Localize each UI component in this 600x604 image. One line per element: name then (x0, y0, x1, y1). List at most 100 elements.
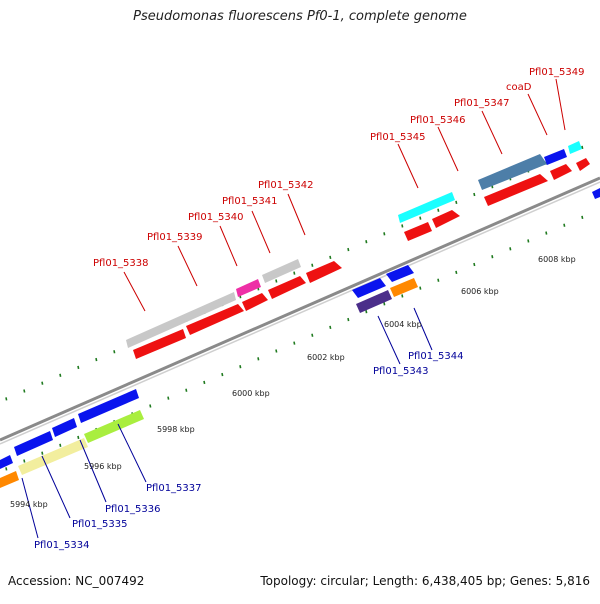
tick-mark (41, 451, 44, 455)
tick-mark (77, 435, 80, 440)
gene-block[interactable] (78, 389, 139, 423)
tick-mark (275, 279, 278, 283)
tick-mark (77, 365, 80, 370)
scale-label: 5998 kbp (157, 425, 195, 434)
backbone-shadow (0, 181, 600, 445)
gene-block[interactable] (544, 149, 567, 165)
reverse-gene-labels: Pfl01_5334 Pfl01_5335 Pfl01_5336 Pfl01_5… (34, 351, 464, 551)
scale-label: 6000 kbp (232, 389, 270, 398)
gene-label-pfl01-5338[interactable]: Pfl01_5338 (93, 258, 149, 269)
gene-block[interactable] (236, 279, 261, 297)
gene-block[interactable] (576, 158, 590, 171)
gene-label-pfl01-5335[interactable]: Pfl01_5335 (72, 519, 128, 530)
tick-mark (293, 341, 296, 345)
gene-block[interactable] (386, 265, 414, 282)
tick-mark (581, 145, 584, 150)
gene-label-coad[interactable]: coaD (506, 82, 532, 93)
tick-mark (257, 357, 260, 361)
scale-label: 6004 kbp (384, 320, 422, 329)
tick-mark (23, 389, 26, 393)
label-connectors (21, 78, 566, 539)
tick-mark (419, 286, 422, 290)
scale-label: 6008 kbp (538, 255, 576, 264)
gene-block[interactable] (242, 293, 268, 311)
gene-label-pfl01-5347[interactable]: Pfl01_5347 (454, 98, 510, 109)
forward-gene-labels: Pfl01_5338 Pfl01_5339 Pfl01_5340 Pfl01_5… (93, 67, 585, 269)
gene-block[interactable] (14, 431, 53, 456)
tick-mark (401, 294, 404, 298)
tick-mark (311, 333, 314, 337)
backbone-line (0, 176, 600, 442)
gene-block[interactable] (478, 154, 547, 190)
gene-block[interactable] (126, 292, 236, 348)
gene-block[interactable] (352, 278, 386, 298)
tick-mark (527, 239, 530, 243)
gene-label-pfl01-5349[interactable]: Pfl01_5349 (529, 67, 585, 78)
scale-label: 6002 kbp (307, 353, 345, 362)
tick-mark (581, 215, 584, 220)
gene-block[interactable] (390, 278, 418, 297)
tick-mark (365, 310, 368, 314)
tick-mark (365, 240, 368, 244)
tick-mark (275, 349, 278, 353)
gene-block[interactable] (52, 418, 77, 437)
gene-label-pfl01-5346[interactable]: Pfl01_5346 (410, 115, 466, 126)
gene-block[interactable] (262, 259, 301, 283)
tick-mark (563, 223, 566, 227)
tick-mark (509, 247, 512, 251)
tick-mark (383, 302, 386, 306)
gene-label-pfl01-5345[interactable]: Pfl01_5345 (370, 132, 426, 143)
tick-mark (401, 224, 404, 228)
tick-mark (5, 467, 8, 471)
tick-mark (59, 443, 62, 447)
gene-label-pfl01-5344[interactable]: Pfl01_5344 (408, 351, 464, 362)
gene-label-pfl01-5343[interactable]: Pfl01_5343 (373, 366, 429, 377)
gene-block[interactable] (306, 261, 342, 283)
gene-label-pfl01-5341[interactable]: Pfl01_5341 (222, 196, 278, 207)
gene-label-pfl01-5342[interactable]: Pfl01_5342 (258, 180, 314, 191)
gene-label-pfl01-5340[interactable]: Pfl01_5340 (188, 212, 244, 223)
tick-mark (203, 380, 206, 385)
tick-mark (41, 381, 44, 385)
gene-block[interactable] (0, 471, 19, 488)
gene-block[interactable] (432, 210, 460, 228)
gene-block[interactable] (398, 192, 455, 223)
gene-label-pfl01-5339[interactable]: Pfl01_5339 (147, 232, 203, 243)
tick-mark (23, 459, 26, 463)
gene-block[interactable] (404, 222, 432, 241)
tick-mark (95, 357, 98, 362)
tick-mark (311, 263, 314, 267)
gene-label-pfl01-5336[interactable]: Pfl01_5336 (105, 504, 161, 515)
tick-mark (185, 388, 188, 392)
tick-mark (239, 365, 242, 369)
gene-block[interactable] (268, 276, 306, 299)
tick-mark (59, 373, 62, 377)
tick-mark (167, 396, 170, 400)
scale-label: 5994 kbp (10, 500, 48, 509)
gene-label-pfl01-5337[interactable]: Pfl01_5337 (146, 483, 202, 494)
tick-mark (329, 255, 332, 260)
gene-label-pfl01-5334[interactable]: Pfl01_5334 (34, 540, 90, 551)
tick-mark (455, 270, 458, 275)
gene-block[interactable] (84, 410, 144, 443)
gene-block[interactable] (484, 174, 548, 206)
gene-block[interactable] (186, 304, 244, 335)
gene-block[interactable] (0, 455, 13, 469)
scale-labels: 5994 kbp 5996 kbp 5998 kbp 6000 kbp 6002… (10, 255, 576, 509)
gene-block[interactable] (550, 164, 572, 180)
gene-block[interactable] (568, 141, 582, 154)
tick-mark (545, 231, 548, 235)
tick-mark (221, 372, 224, 377)
tick-mark (347, 247, 350, 252)
gene-block[interactable] (133, 329, 186, 359)
gene-block[interactable] (592, 188, 600, 199)
gene-block[interactable] (18, 438, 88, 475)
tick-mark (437, 278, 440, 282)
tick-mark (455, 200, 458, 205)
tick-mark (419, 216, 422, 220)
tick-mark (473, 192, 476, 197)
tick-mark (383, 232, 386, 236)
gene-block[interactable] (356, 290, 392, 313)
tick-mark (149, 404, 152, 408)
